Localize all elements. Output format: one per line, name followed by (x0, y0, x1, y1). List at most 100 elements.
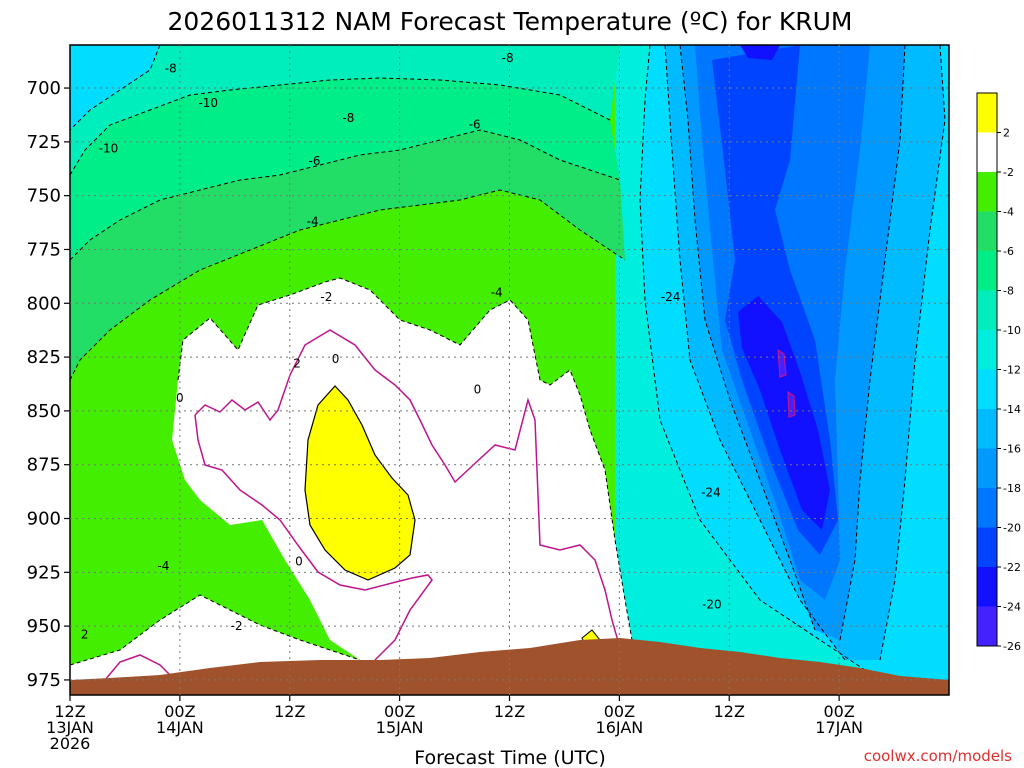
region-cool-14 (70, 45, 160, 130)
contour-label: -6 (308, 154, 320, 168)
contour-label: -24 (661, 290, 681, 304)
credit-text: coolwx.com/models (864, 747, 1012, 765)
contour-label: -8 (165, 62, 177, 76)
contour-label: -20 (702, 598, 722, 612)
isotherm-line (70, 594, 361, 666)
chart-title: 2026011312 NAM Forecast Temperature (ºC)… (167, 7, 852, 36)
x-axis-title: Forecast Time (UTC) (414, 747, 605, 768)
legend-label: -12 (1003, 364, 1021, 377)
legend-swatch (977, 527, 997, 567)
x-tick-label: 12Z (494, 702, 525, 721)
legend-label: -26 (1003, 640, 1021, 653)
legend-label: -18 (1003, 482, 1021, 495)
x-tick-label: 00Z (384, 702, 415, 721)
contour-label: 2 (81, 628, 89, 642)
contour-labels: -8 -10 -10 -8 -6 -6 -8 -4 -2 -4 -24 0 2 0 0 -24 -20 0 -4 -2… (81, 51, 722, 642)
x-tick-label: 2026 (50, 734, 91, 753)
y-tick-label: 900 (27, 509, 61, 530)
y-tick-label: 950 (27, 616, 61, 637)
region-cold-24 (738, 296, 830, 530)
isotherm-line (879, 45, 946, 661)
x-tick-label: 13JAN (46, 718, 94, 737)
legend-swatch (977, 290, 997, 330)
contour-label: -24 (701, 486, 721, 500)
contour-label: -6 (469, 118, 481, 132)
y-tick-label: 825 (27, 347, 61, 368)
region-cold-26 (777, 348, 796, 418)
region-cool-10 (70, 45, 620, 175)
legend-label: -4 (1003, 206, 1014, 219)
isotherm-line (70, 77, 611, 176)
legend-label: -6 (1003, 245, 1014, 258)
contour-label: -8 (502, 51, 514, 65)
legend-swatch (977, 567, 997, 607)
freezing-line (194, 329, 623, 656)
contour-label: 2 (293, 357, 301, 371)
x-tick-label: 12Z (54, 702, 85, 721)
region-cool-6 (70, 130, 625, 380)
contour-label: 0 (332, 352, 340, 366)
region-cool-8 (70, 78, 620, 260)
y-tick-label: 775 (27, 239, 61, 260)
legend-swatch (977, 172, 997, 212)
y-tick-label: 700 (27, 78, 61, 99)
contour-label: 0 (295, 555, 303, 569)
region-warm-white (172, 278, 632, 663)
freezing-line (194, 414, 433, 661)
x-tick-label: 12Z (274, 702, 305, 721)
freezing-line (104, 654, 176, 681)
isotherm-line (664, 45, 846, 661)
legend-label: -8 (1003, 285, 1014, 298)
contour-label: -2 (231, 619, 243, 633)
y-tick-label: 725 (27, 132, 61, 153)
legend-label: -10 (1003, 324, 1021, 337)
legend-swatch (977, 251, 997, 291)
contour-label: 0 (176, 391, 184, 405)
legend-swatch (977, 409, 997, 449)
contour-label: 0 (474, 382, 482, 396)
y-tick-label: 975 (27, 670, 61, 691)
y-tick-label: 875 (27, 455, 61, 476)
isotherm-line (679, 45, 816, 631)
y-tick-label: 850 (27, 401, 61, 422)
y-tick-label: 925 (27, 562, 61, 583)
isotherm-line (70, 45, 161, 131)
legend-label: -20 (1003, 522, 1021, 535)
contour-label: -8 (342, 111, 354, 125)
x-tick-label: 00Z (604, 702, 635, 721)
x-tick-label: 16JAN (596, 718, 644, 737)
x-tick-label: 15JAN (376, 718, 424, 737)
region-above-2c (304, 385, 416, 581)
legend-label: -22 (1003, 561, 1021, 574)
isotherm-line (839, 45, 906, 641)
isotherm-line (70, 189, 626, 381)
y-axis: 700 725 750 775 800 825 850 875 900 925 950 975 (27, 78, 70, 691)
x-tick-label: 14JAN (156, 718, 204, 737)
y-tick-label: 800 (27, 293, 61, 314)
x-tick-label: 00Z (823, 702, 854, 721)
legend-label: -2 (1003, 166, 1014, 179)
legend-swatch (977, 369, 997, 409)
legend-swatch (977, 488, 997, 528)
x-tick-label: 12Z (714, 702, 745, 721)
legend-swatch (977, 211, 997, 251)
region-cold-top (740, 45, 780, 60)
legend-label: -14 (1003, 403, 1021, 416)
x-tick-label: 17JAN (815, 718, 863, 737)
contour-label: -10 (198, 96, 218, 110)
isotherm-line (70, 129, 621, 261)
legend-swatch (977, 448, 997, 488)
legend-label: -24 (1003, 601, 1021, 614)
contour-label: -4 (491, 286, 503, 300)
contour-label: -4 (307, 214, 319, 228)
legend-label: -16 (1003, 443, 1021, 456)
legend-swatch (977, 93, 997, 133)
legend-swatch (977, 132, 997, 172)
x-tick-label: 00Z (164, 702, 195, 721)
contour-label: -10 (99, 141, 119, 155)
color-legend: 2 -2 -4 -6 -8 -10 -12 -14 -16 -18 -20 -22 -24 -26 (976, 92, 1021, 653)
isotherm-line (177, 277, 633, 641)
contour-label: -2 (320, 290, 332, 304)
